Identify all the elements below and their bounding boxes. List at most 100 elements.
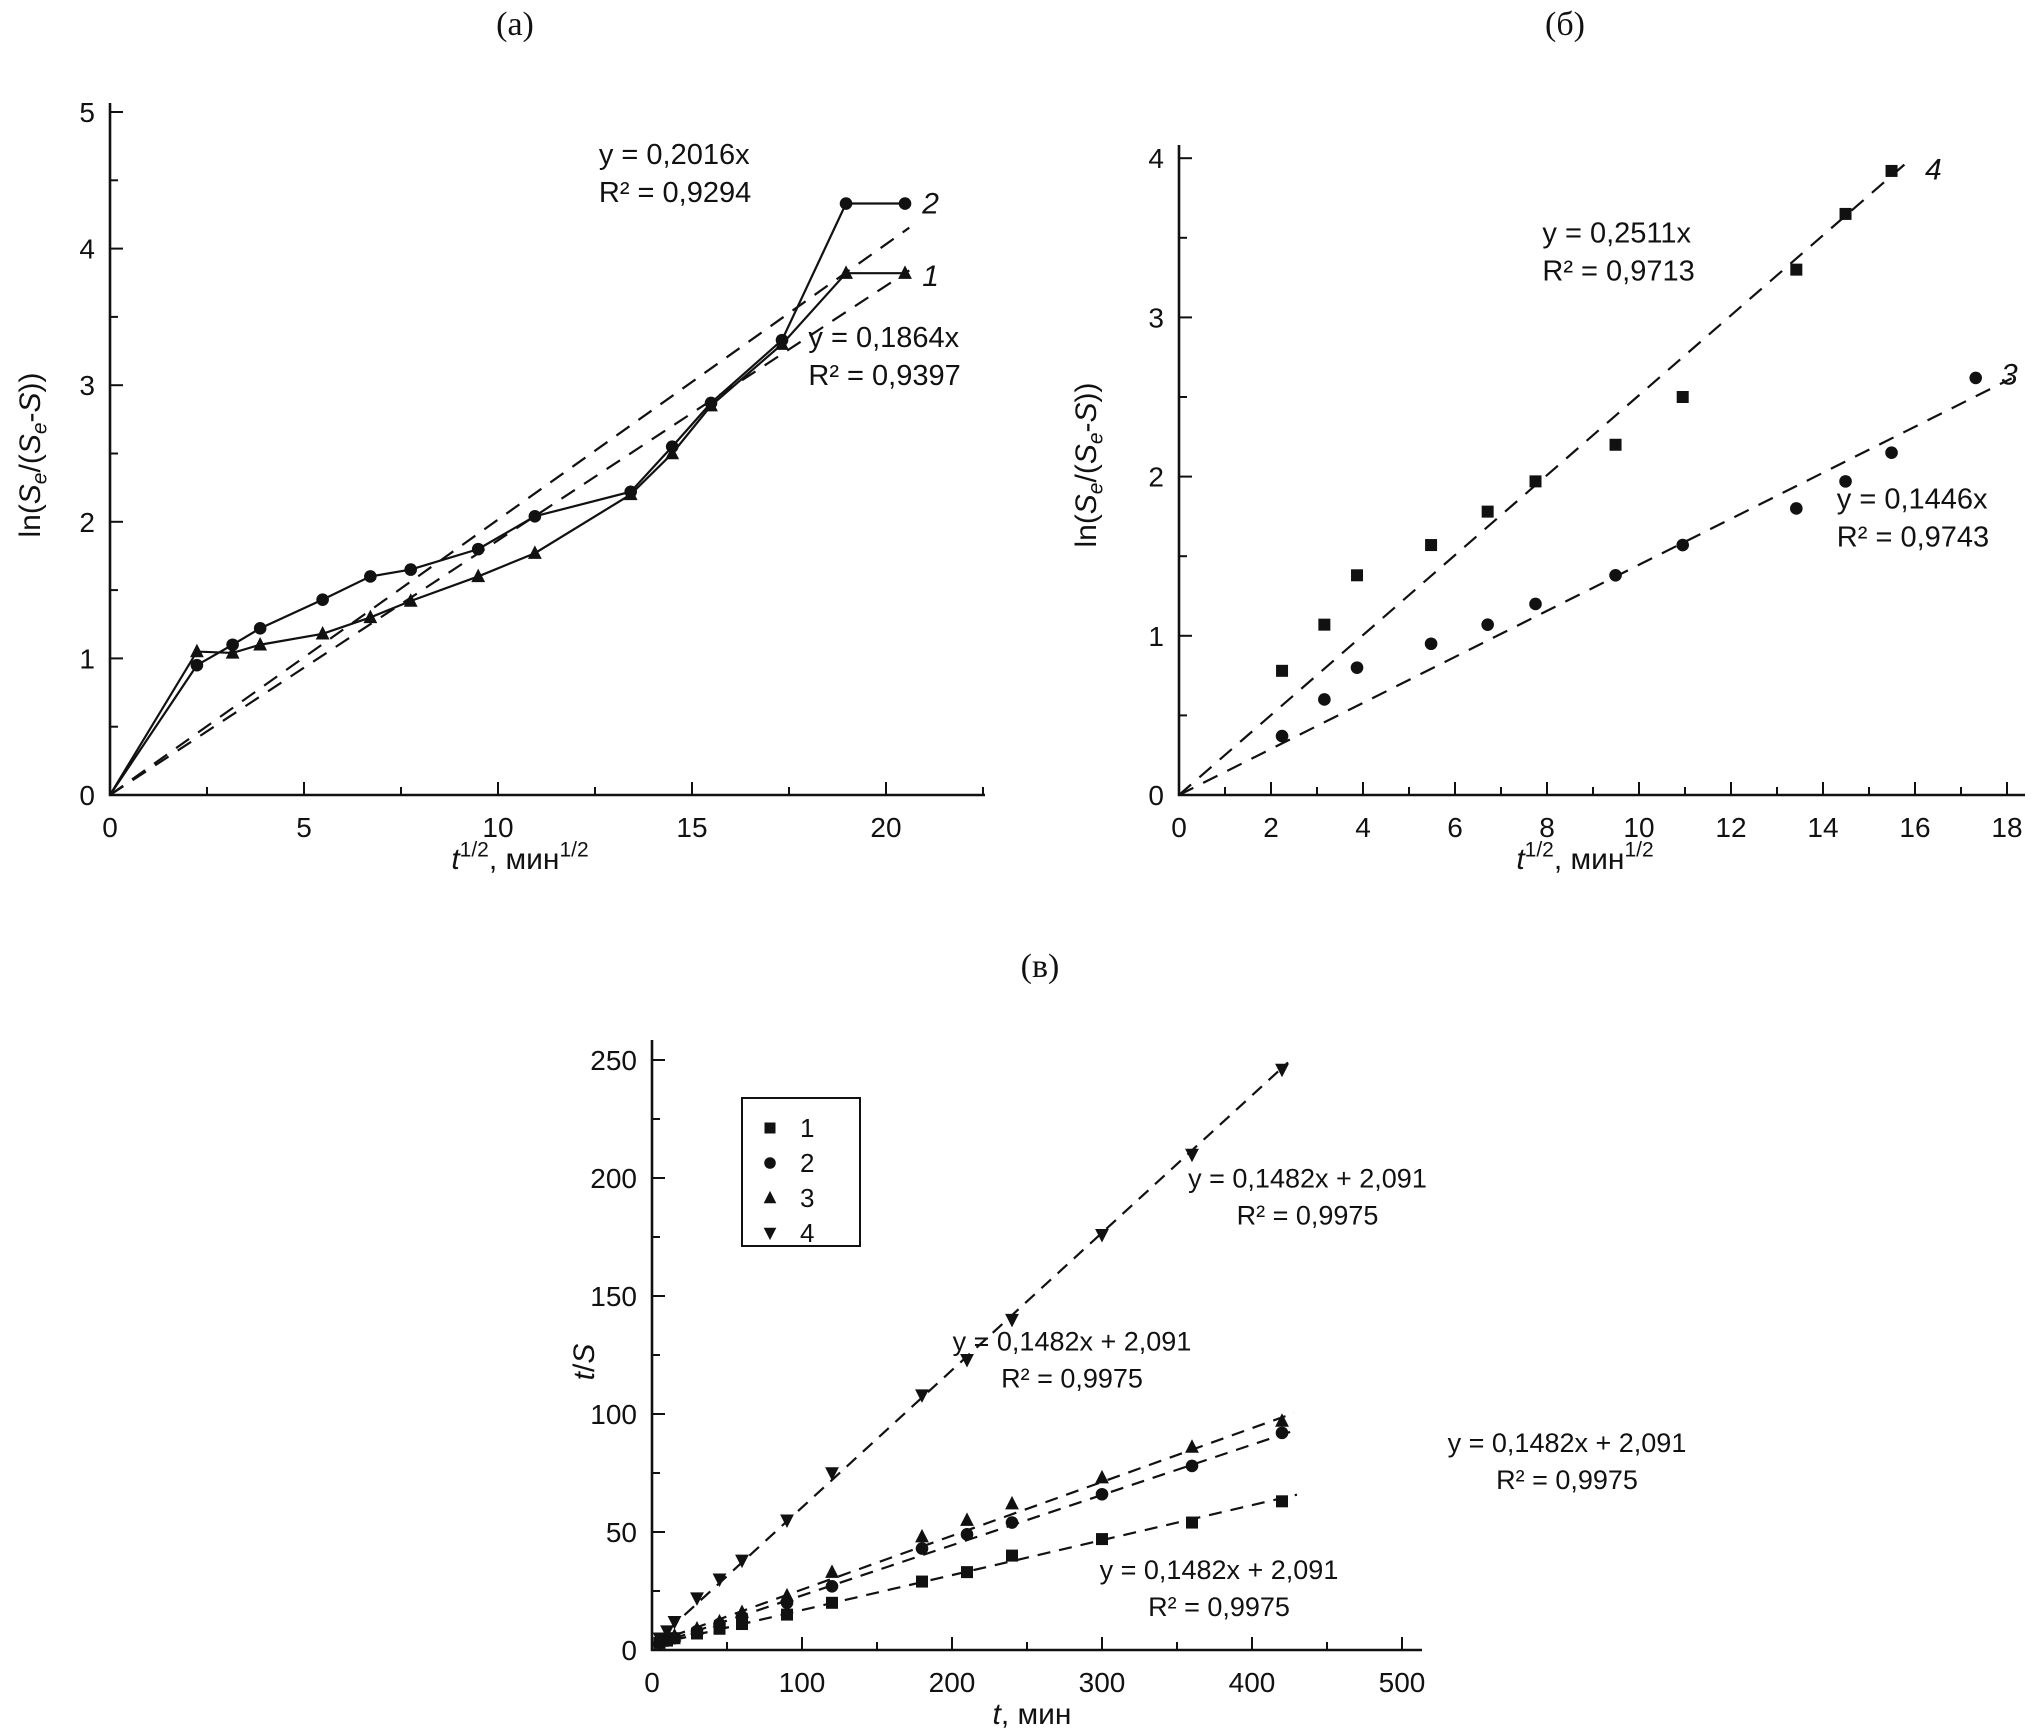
trendline [651, 1429, 1295, 1647]
triangle-down-marker [1095, 1228, 1109, 1243]
x-tick-label: 0 [1171, 812, 1187, 843]
annotation: R² = 0,9713 [1542, 256, 1694, 288]
square-marker [1006, 1549, 1018, 1562]
triangle-up-marker [471, 568, 486, 583]
series-label-2: 2 [921, 188, 939, 221]
axis-lines [108, 103, 985, 797]
x-axis-title: t, мин [993, 1698, 1072, 1730]
trendline [109, 226, 910, 796]
x-tick-label: 400 [1229, 1667, 1276, 1698]
x-tick-label: 500 [1379, 1667, 1426, 1698]
square-marker [1425, 539, 1438, 552]
square-marker [764, 1122, 776, 1134]
x-tick-label: 10 [1623, 812, 1654, 843]
x-tick-label: 5 [296, 812, 312, 843]
triangle-up-marker [1275, 1413, 1289, 1427]
x-tick-label: 300 [1079, 1667, 1126, 1698]
triangle-up-marker [1005, 1495, 1019, 1510]
triangle-up-marker [225, 645, 240, 659]
circle-marker [1185, 1459, 1199, 1473]
triangle-down-marker [915, 1389, 929, 1403]
y-tick-label: 2 [79, 507, 95, 538]
circle-marker [226, 638, 239, 652]
square-marker [1318, 618, 1331, 631]
square-marker [1276, 664, 1289, 677]
annotation: y = 0,1482x + 2,091 [1100, 1555, 1339, 1585]
annotation: R² = 0,9975 [1001, 1363, 1143, 1393]
x-tick-label: 20 [870, 812, 901, 843]
y-tick-label: 1 [1148, 621, 1164, 652]
y-tick-label: 200 [590, 1163, 637, 1194]
y-tick-label: 0 [1148, 780, 1164, 811]
circle-marker [915, 1542, 929, 1555]
legend-label: 4 [800, 1218, 814, 1248]
circle-marker [960, 1528, 974, 1541]
y-axis-title: ln(Se/(Se-S)) [1070, 382, 1108, 547]
square-marker [1096, 1533, 1108, 1546]
circle-marker [364, 570, 377, 583]
y-tick-label: 2 [1148, 462, 1164, 493]
square-marker [1885, 164, 1898, 177]
square-marker [781, 1608, 793, 1621]
circle-marker [825, 1579, 839, 1593]
circle-marker [1609, 569, 1622, 582]
triangle-down-marker [1275, 1063, 1289, 1078]
triangle-down-marker [690, 1592, 704, 1606]
y-tick-label: 50 [606, 1517, 637, 1548]
triangle-down-marker [763, 1227, 777, 1241]
triangle-down-marker [735, 1554, 749, 1569]
triangle-up-marker [363, 609, 378, 624]
triangle-up-marker [898, 265, 912, 279]
x-tick-label: 10 [482, 812, 513, 843]
square-marker [1351, 569, 1364, 582]
circle-marker [1481, 618, 1494, 631]
y-tick-label: 0 [621, 1635, 637, 1666]
triangle-up-marker [527, 545, 542, 559]
triangle-up-marker [1095, 1469, 1109, 1484]
chart-panel-c: 0 100 200 300 400 500 0 50 100 150 200 250 t, мин t/S… [568, 1040, 1686, 1730]
circle-marker [1676, 538, 1689, 552]
annotation: R² = 0,9397 [808, 360, 960, 392]
triangle-down-marker [712, 1573, 727, 1587]
panel-v-title: (в) [1020, 948, 1060, 985]
triangle-down-marker [1005, 1313, 1019, 1328]
y-tick-label: 3 [79, 370, 95, 401]
x-tick-label: 4 [1355, 812, 1371, 843]
annotation: y = 0,1482x + 2,091 [953, 1326, 1192, 1356]
square-marker [1839, 207, 1852, 220]
triangle-up-marker [960, 1512, 974, 1526]
triangle-up-marker [712, 1613, 727, 1628]
triangle-up-marker [839, 265, 853, 279]
circle-marker [1424, 637, 1438, 651]
circle-marker [1790, 502, 1803, 515]
circle-marker [471, 542, 485, 556]
triangle-up-marker [704, 397, 718, 412]
annotation: y = 0,2511x [1542, 218, 1691, 250]
x-tick-label: 12 [1715, 812, 1746, 843]
panel-b-title: (б) [1545, 6, 1585, 43]
circle-marker [316, 593, 329, 606]
triangle-up-marker [735, 1604, 749, 1618]
y-tick-label: 250 [590, 1045, 637, 1076]
circle-marker [1095, 1487, 1109, 1501]
square-marker [961, 1566, 973, 1579]
series-label-3: 3 [2001, 359, 2018, 392]
circle-marker [1005, 1516, 1019, 1529]
y-tick-label: 1 [79, 643, 95, 674]
square-marker [1790, 263, 1803, 276]
x-axis-title: t1/2, мин1/2 [451, 838, 588, 876]
square-marker [1276, 1495, 1288, 1508]
y-tick-label: 5 [79, 97, 95, 128]
annotation: R² = 0,9743 [1837, 521, 1989, 553]
circle-marker [1350, 661, 1364, 674]
triangle-up-marker [763, 1190, 777, 1204]
annotation: R² = 0,9294 [599, 177, 751, 209]
x-tick-label: 14 [1807, 812, 1838, 843]
circle-marker [764, 1157, 776, 1169]
square-marker [1186, 1516, 1198, 1529]
circle-marker [404, 563, 418, 576]
triangle-down-marker [652, 1632, 667, 1646]
square-marker [1529, 475, 1542, 488]
triangle-up-marker [315, 626, 330, 640]
y-tick-label: 4 [79, 234, 95, 265]
